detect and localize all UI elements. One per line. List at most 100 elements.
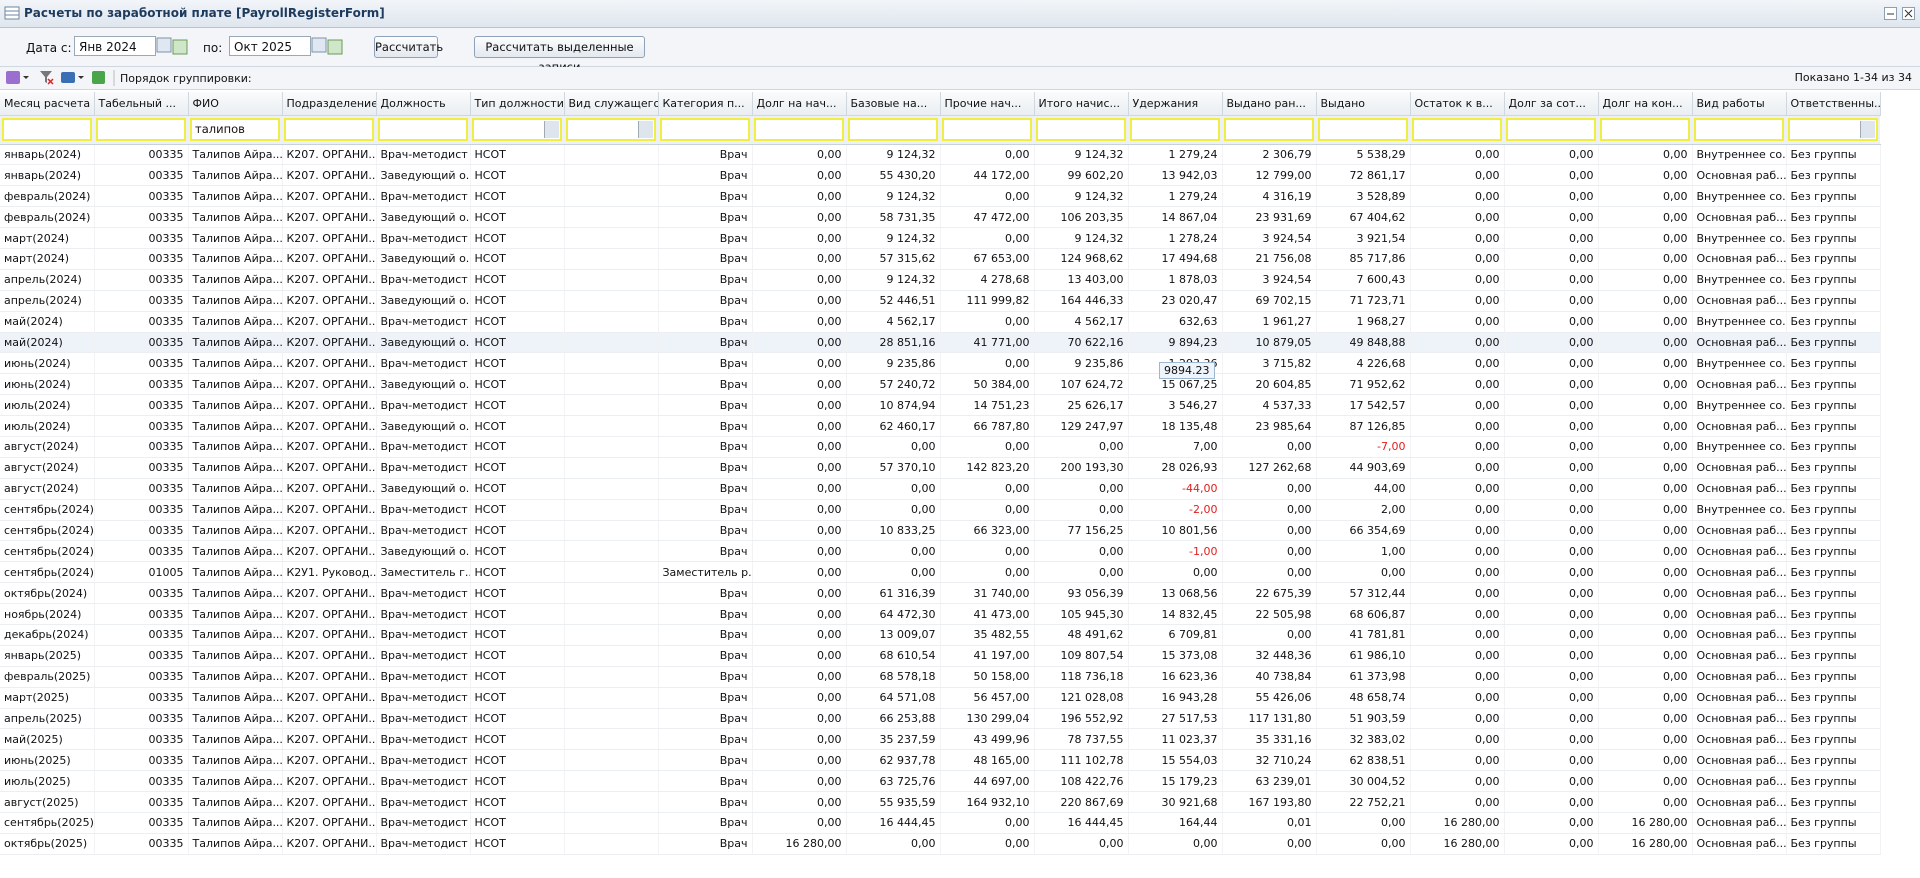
data-row[interactable]: июль(2024) 00335 Талипов Айра... К207. ОРГА… — [0, 394, 1881, 417]
column-header[interactable]: Категория п... — [658, 92, 753, 116]
column-filter[interactable] — [566, 118, 656, 141]
data-row[interactable]: январь(2024) 00335 Талипов Айра... К207. ОР… — [0, 144, 1881, 166]
column-filter[interactable] — [1412, 118, 1502, 141]
cell: К207. ОРГАНИ... — [282, 749, 377, 772]
column-header[interactable]: Долг на кон... — [1598, 92, 1693, 116]
column-header[interactable]: Выдано ран... — [1222, 92, 1317, 116]
column-header[interactable]: Тип должности — [470, 92, 565, 116]
cell: К207. ОРГАНИ... — [282, 311, 377, 333]
date-from-picker[interactable] — [156, 36, 192, 58]
data-row[interactable]: сентябрь(2024) 01005 Талипов Айра... К2У1. … — [0, 561, 1881, 584]
date-to-input[interactable]: Окт 2025 — [229, 36, 311, 56]
column-filter[interactable] — [1318, 118, 1408, 141]
cell: Без группы — [1786, 561, 1881, 584]
cell: 106 203,35 — [1034, 206, 1129, 229]
column-filter[interactable] — [1506, 118, 1596, 141]
column-filter[interactable] — [284, 118, 374, 141]
column-header[interactable]: Ответственны... — [1786, 92, 1881, 116]
data-row[interactable]: июль(2025) 00335 Талипов Айра... К207. ОРГА… — [0, 770, 1881, 793]
column-header[interactable]: Выдано — [1316, 92, 1411, 116]
column-header[interactable]: Прочие нач... — [940, 92, 1035, 116]
data-row[interactable]: ноябрь(2024) 00335 Талипов Айра... К207. ОР… — [0, 603, 1881, 625]
data-row[interactable]: август(2024) 00335 Талипов Айра... К207. ОР… — [0, 457, 1881, 479]
fio-filter[interactable]: талипов — [190, 118, 280, 141]
column-filter[interactable] — [1788, 118, 1878, 141]
cell: 0,00 — [1504, 770, 1599, 793]
data-row[interactable]: март(2024) 00335 Талипов Айра... К207. ОРГА… — [0, 248, 1881, 270]
dropdown-button[interactable] — [544, 121, 559, 138]
column-filter[interactable] — [848, 118, 938, 141]
data-row[interactable]: апрель(2025) 00335 Талипов Айра... К207. ОР… — [0, 708, 1881, 730]
cell: 57 312,44 — [1316, 582, 1411, 605]
data-row[interactable]: май(2024) 00335 Талипов Айра... К207. ОРГАН… — [0, 311, 1881, 333]
column-header[interactable]: Месяц расчета — [0, 92, 95, 116]
calculate-selected-button[interactable]: Рассчитать выделенные записи — [474, 36, 645, 74]
data-row[interactable]: октябрь(2024) 00335 Талипов Айра... К207. О… — [0, 582, 1881, 605]
data-row[interactable]: март(2025) 00335 Талипов Айра... К207. ОРГА… — [0, 687, 1881, 709]
date-from-input[interactable]: Янв 2024 — [74, 36, 156, 56]
column-filter[interactable] — [378, 118, 468, 141]
data-row[interactable]: август(2024) 00335 Талипов Айра... К207. ОР… — [0, 436, 1881, 458]
toolbar-icons[interactable] — [4, 67, 154, 89]
column-header[interactable]: Подразделение — [282, 92, 377, 116]
dropdown-button[interactable] — [1860, 121, 1875, 138]
column-filter[interactable] — [1224, 118, 1314, 141]
calculate-button[interactable]: Рассчитать — [374, 36, 443, 58]
data-row[interactable]: май(2025) 00335 Талипов Айра... К207. ОРГАН… — [0, 728, 1881, 751]
column-header[interactable]: ФИО — [188, 92, 283, 116]
column-header[interactable]: Удержания — [1128, 92, 1223, 116]
data-row[interactable]: февраль(2024) 00335 Талипов Айра... К207. О… — [0, 185, 1881, 208]
data-row[interactable]: июнь(2024) 00335 Талипов Айра... К207. ОРГА… — [0, 373, 1881, 396]
column-header[interactable]: Итого начис... — [1034, 92, 1129, 116]
data-row[interactable]: декабрь(2024) 00335 Талипов Айра... К207. О… — [0, 624, 1881, 646]
cell: 0,00 — [940, 227, 1035, 249]
data-row[interactable]: октябрь(2025) 00335 Талипов Айра... К207. О… — [0, 833, 1881, 855]
column-header[interactable]: Долг за сот... — [1504, 92, 1599, 116]
column-header[interactable]: Остаток к в... — [1410, 92, 1505, 116]
column-filter[interactable] — [1600, 118, 1690, 141]
column-header[interactable]: Базовые на... — [846, 92, 941, 116]
data-row[interactable]: сентябрь(2025) 00335 Талипов Айра... К207. … — [0, 812, 1881, 834]
data-row[interactable]: январь(2025) 00335 Талипов Айра... К207. ОР… — [0, 645, 1881, 667]
data-row[interactable]: январь(2024) 00335 Талипов Айра... К207. ОР… — [0, 164, 1881, 187]
column-header[interactable]: Долг на нач... — [752, 92, 847, 116]
data-row[interactable]: март(2024) 00335 Талипов Айра... К207. ОРГА… — [0, 227, 1881, 249]
column-filter[interactable] — [754, 118, 844, 141]
data-row[interactable]: июль(2024) 00335 Талипов Айра... К207. ОРГА… — [0, 415, 1881, 437]
data-row[interactable]: апрель(2024) 00335 Талипов Айра... К207. ОР… — [0, 290, 1881, 312]
data-row[interactable]: сентябрь(2024) 00335 Талипов Айра... К207. … — [0, 499, 1881, 521]
column-filter[interactable] — [2, 118, 92, 141]
data-row[interactable]: июнь(2024) 00335 Талипов Айра... К207. ОРГА… — [0, 352, 1881, 375]
date-to-picker[interactable] — [311, 36, 347, 58]
column-filter[interactable] — [1694, 118, 1784, 141]
column-header[interactable]: Должность — [376, 92, 471, 116]
data-row[interactable]: февраль(2024) 00335 Талипов Айра... К207. О… — [0, 206, 1881, 229]
cell: НСОТ — [470, 290, 565, 312]
minimize-button[interactable] — [1884, 7, 1898, 21]
column-header[interactable]: Вид работы — [1692, 92, 1787, 116]
close-button[interactable] — [1902, 7, 1916, 21]
cell: Без группы — [1786, 624, 1881, 646]
column-filter[interactable] — [660, 118, 750, 141]
column-filter[interactable] — [942, 118, 1032, 141]
data-row[interactable]: август(2024) 00335 Талипов Айра... К207. ОР… — [0, 478, 1881, 500]
column-header[interactable]: Вид служащего — [564, 92, 659, 116]
data-row[interactable]: август(2025) 00335 Талипов Айра... К207. ОР… — [0, 791, 1881, 813]
column-filter[interactable] — [96, 118, 186, 141]
data-row[interactable]: апрель(2024) 00335 Талипов Айра... К207. ОР… — [0, 269, 1881, 291]
filter-cell — [470, 115, 564, 145]
column-filter[interactable] — [1036, 118, 1126, 141]
data-row[interactable]: февраль(2025) 00335 Талипов Айра... К207. О… — [0, 666, 1881, 688]
data-row[interactable]: май(2024) 00335 Талипов Айра... К207. ОРГАН… — [0, 332, 1881, 354]
data-row[interactable]: сентябрь(2024) 00335 Талипов Айра... К207. … — [0, 520, 1881, 542]
data-row[interactable]: июнь(2025) 00335 Талипов Айра... К207. ОРГА… — [0, 749, 1881, 772]
dropdown-button[interactable] — [638, 121, 653, 138]
column-filter[interactable] — [1130, 118, 1220, 141]
column-filter[interactable] — [472, 118, 562, 141]
empty-cell — [564, 666, 659, 688]
cell: 0,00 — [752, 185, 847, 208]
column-header[interactable]: Табельный ... — [94, 92, 189, 116]
cell: 0,00 — [940, 436, 1035, 458]
data-row[interactable]: сентябрь(2024) 00335 Талипов Айра... К207. … — [0, 540, 1881, 563]
